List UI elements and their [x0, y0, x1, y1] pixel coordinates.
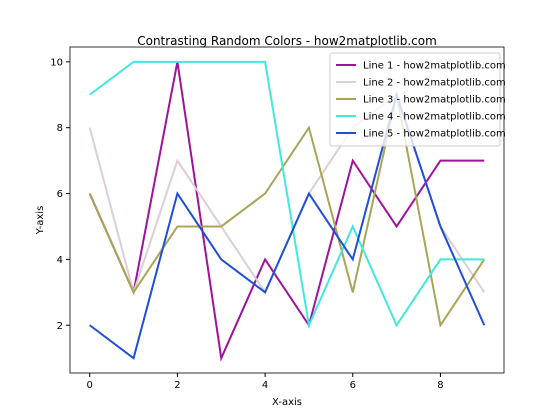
x-tick-label: 8: [437, 380, 443, 391]
chart-title: Contrasting Random Colors - how2matplotl…: [137, 34, 437, 48]
legend-label: Line 3 - how2matplotlib.com: [363, 95, 506, 106]
x-tick-label: 2: [174, 380, 180, 391]
y-axis-label: Y-axis: [35, 206, 46, 236]
x-tick-label: 4: [262, 380, 268, 391]
y-tick-label: 10: [50, 57, 63, 68]
line: [89, 60, 485, 329]
x-tick-label: 0: [87, 380, 93, 391]
y-tick-label: 6: [57, 189, 63, 200]
plot-frame: [69, 46, 505, 374]
line: [88, 94, 486, 328]
legend-label: Line 2 - how2matplotlib.com: [363, 78, 506, 89]
y-tick-label: 2: [57, 321, 63, 332]
y-tick-label: 4: [57, 255, 63, 266]
legend-label: Line 5 - how2matplotlib.com: [363, 129, 506, 140]
y-tick-label: 8: [57, 123, 63, 134]
legend-box: [329, 52, 501, 147]
line: [89, 91, 486, 360]
legend-label: Line 4 - how2matplotlib.com: [363, 112, 506, 123]
line: [88, 61, 485, 362]
x-axis-label: X-axis: [272, 397, 302, 408]
legend-label: Line 1 - how2matplotlib.com: [363, 61, 506, 72]
x-tick-label: 6: [350, 380, 356, 391]
